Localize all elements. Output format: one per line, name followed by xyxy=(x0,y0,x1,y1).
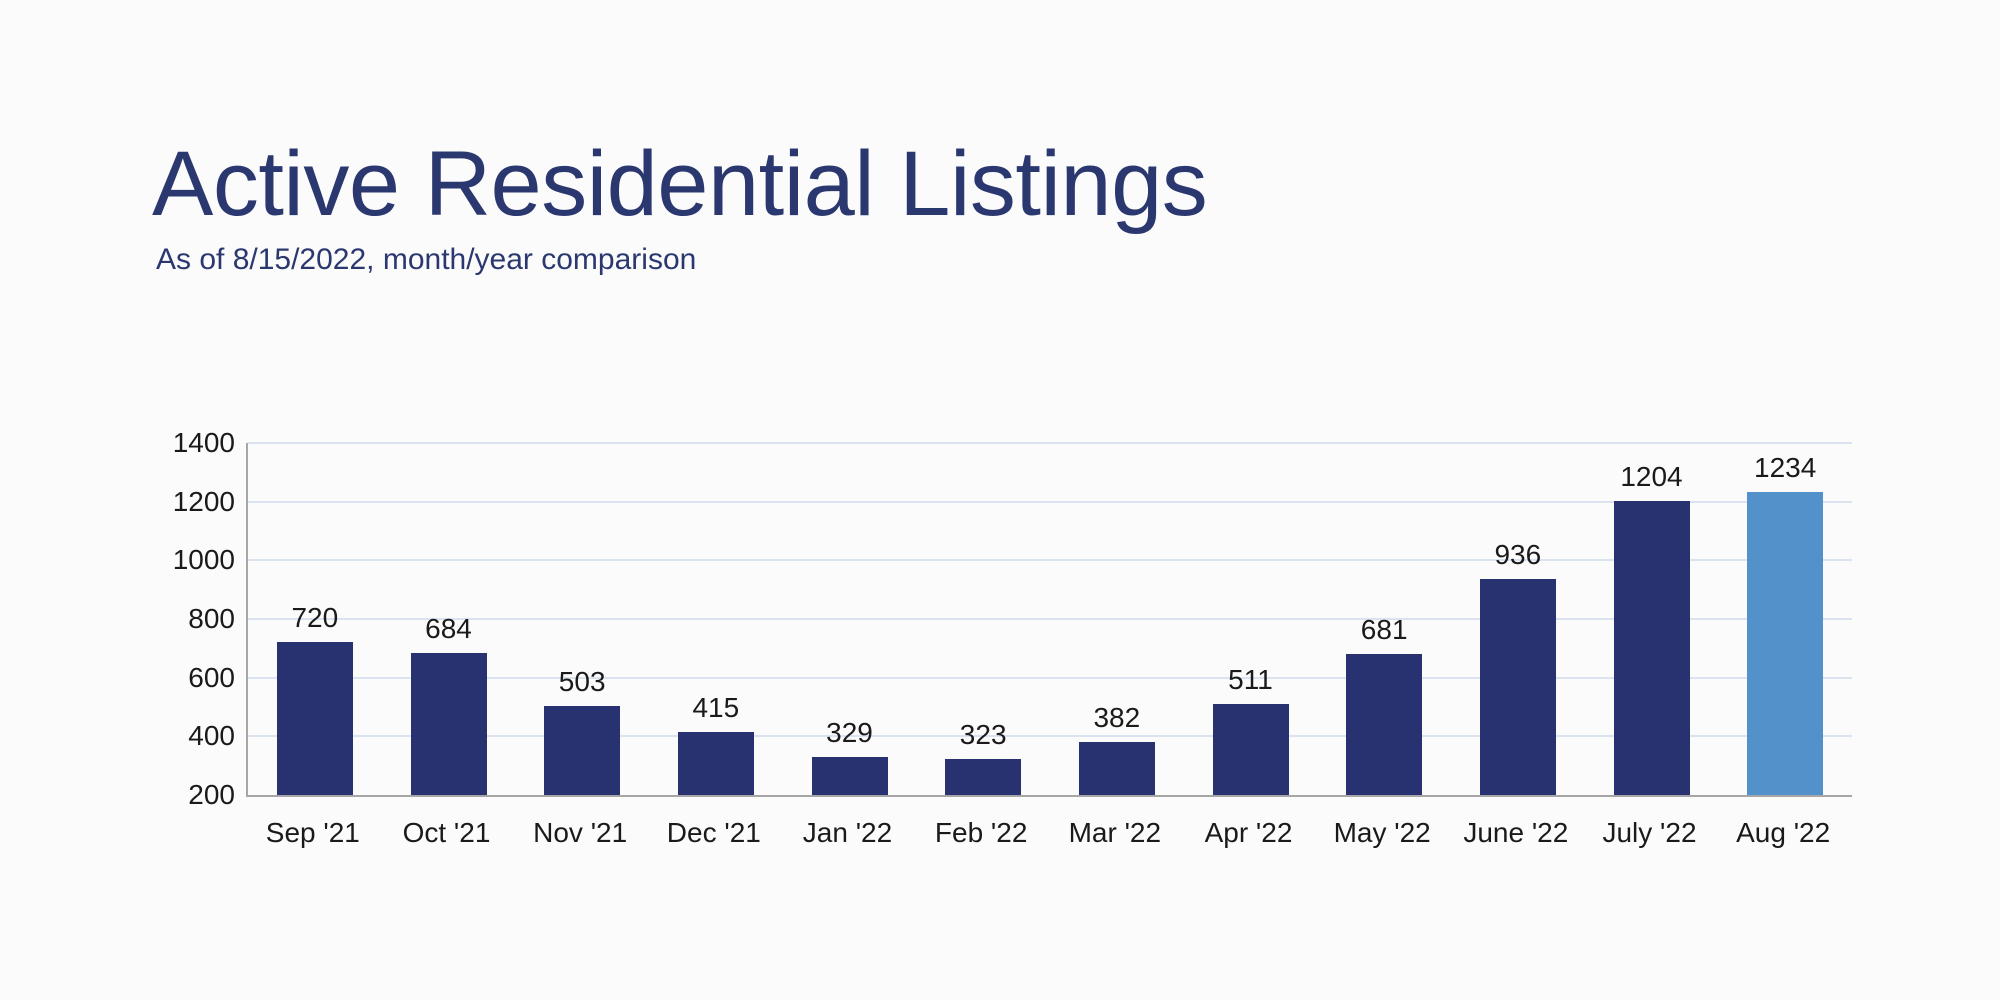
x-axis-label: Nov '21 xyxy=(533,817,628,848)
bar-value-label: 1204 xyxy=(1620,460,1683,492)
bar-may-22 xyxy=(1346,653,1423,795)
plot-area: 720 684 503 415 329 323 382 511 681 936 1204 1234 xyxy=(246,442,1852,797)
gridline xyxy=(248,559,1852,562)
bar-feb-22 xyxy=(945,758,1022,795)
bar-value-label: 329 xyxy=(826,717,873,749)
y-axis-label: 400 xyxy=(188,720,235,752)
x-axis-label: May '22 xyxy=(1333,817,1431,848)
x-axis-label: Sep '21 xyxy=(265,817,360,848)
bar-july-22 xyxy=(1613,500,1690,795)
bar-value-label: 415 xyxy=(692,691,740,723)
x-axis-label: Jan '22 xyxy=(802,817,893,848)
bar-value-label: 503 xyxy=(558,666,606,698)
bar-nov-21 xyxy=(544,706,621,795)
y-axis-label: 600 xyxy=(188,661,235,693)
chart-title: Active Residential Listings xyxy=(152,133,1208,235)
bar-value-label: 1234 xyxy=(1754,451,1817,483)
bar-value-label: 382 xyxy=(1093,701,1141,733)
gridline xyxy=(248,618,1852,620)
bar-value-label: 681 xyxy=(1360,613,1408,645)
y-axis-label: 800 xyxy=(188,603,235,634)
y-axis-label: 200 xyxy=(188,779,235,810)
y-axis-label: 1000 xyxy=(172,544,235,576)
x-axis-label: Feb '22 xyxy=(934,817,1028,848)
x-axis-label: Apr '22 xyxy=(1204,817,1293,848)
gridline xyxy=(248,442,1852,444)
gridline xyxy=(248,676,1852,679)
bar-chart: 720 684 503 415 329 323 382 511 681 936 1204 1234 2… xyxy=(130,420,1890,880)
chart-subtitle: As of 8/15/2022, month/year comparison xyxy=(156,243,697,276)
x-axis-label: July '22 xyxy=(1602,817,1697,848)
y-axis-label: 1400 xyxy=(172,427,235,458)
x-axis-label: Oct '21 xyxy=(402,817,491,848)
bar-aug-22 xyxy=(1747,491,1824,795)
y-axis-label: 1200 xyxy=(172,485,235,517)
bar-oct-21 xyxy=(410,653,487,795)
gridline xyxy=(248,500,1852,503)
bar-jan-22 xyxy=(811,757,888,795)
x-axis-label: Aug '22 xyxy=(1736,817,1831,848)
bar-apr-22 xyxy=(1212,703,1289,795)
bar-value-label: 936 xyxy=(1494,539,1542,571)
bar-value-label: 511 xyxy=(1228,663,1273,695)
bar-value-label: 720 xyxy=(291,602,339,634)
x-axis-label: Mar '22 xyxy=(1068,817,1162,848)
bar-mar-22 xyxy=(1078,741,1155,795)
bar-sep-21 xyxy=(276,642,353,795)
gridline xyxy=(248,735,1852,738)
bar-june-22 xyxy=(1479,579,1556,795)
bar-dec-21 xyxy=(677,731,754,795)
bar-value-label: 323 xyxy=(959,718,1007,750)
bar-value-label: 684 xyxy=(425,613,472,645)
x-axis-label: Dec '21 xyxy=(666,817,761,848)
x-axis-label: June '22 xyxy=(1463,817,1569,848)
